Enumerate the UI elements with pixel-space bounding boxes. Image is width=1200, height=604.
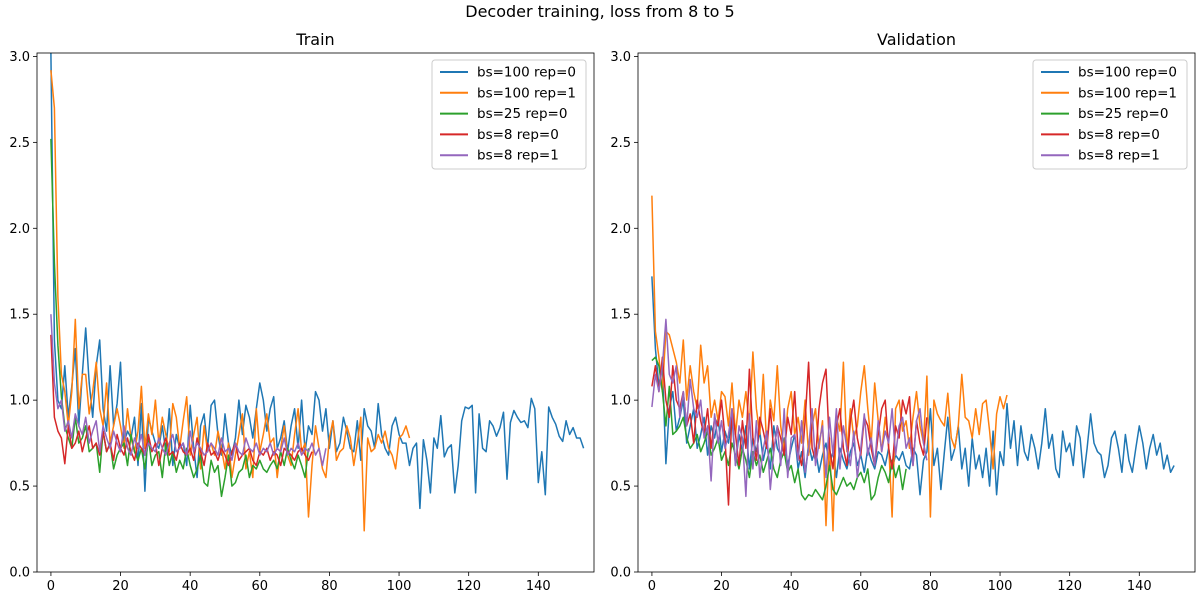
series-line-0 (651, 276, 1175, 496)
x-tick-label: 60 (252, 579, 269, 594)
x-tick-label: 120 (1057, 579, 1082, 594)
x-tick-label: 20 (713, 579, 730, 594)
legend-label-1: bs=100 rep=1 (477, 85, 576, 101)
x-tick-label: 0 (47, 579, 55, 594)
y-tick-label: 0.5 (9, 480, 30, 495)
y-tick-label: 2.0 (9, 222, 30, 237)
legend-label-2: bs=25 rep=0 (1078, 106, 1168, 122)
y-tick-label: 2.0 (610, 222, 631, 237)
series-line-3 (50, 334, 313, 467)
axes-frame (637, 52, 1196, 573)
legend: bs=100 rep=0 bs=100 rep=1 bs=25 rep=0 bs=8 … (431, 59, 587, 170)
x-tick-label: 20 (112, 579, 129, 594)
legend: bs=100 rep=0 bs=100 rep=1 bs=25 rep=0 bs=8 … (1032, 59, 1188, 170)
legend-label-1: bs=100 rep=1 (1078, 85, 1177, 101)
panel-title: Train (295, 30, 334, 49)
y-tick-label: 2.5 (9, 136, 30, 151)
y-tick-label: 2.5 (610, 136, 631, 151)
x-tick-label: 0 (648, 579, 656, 594)
x-tick-label: 40 (783, 579, 800, 594)
series-lines (651, 195, 1175, 532)
y-tick-label: 0.0 (9, 566, 30, 581)
legend-label-2: bs=25 rep=0 (477, 106, 567, 122)
x-tick-label: 80 (321, 579, 338, 594)
y-tick-label: 1.5 (9, 308, 30, 323)
x-tick-label: 140 (1127, 579, 1152, 594)
legend-label-0: bs=100 rep=0 (1078, 65, 1177, 81)
legend-label-0: bs=100 rep=0 (477, 65, 576, 81)
panel-title: Validation (877, 30, 956, 49)
legend-frame (431, 59, 587, 170)
x-tick-label: 140 (526, 579, 551, 594)
x-tick-label: 80 (922, 579, 939, 594)
legend-label-3: bs=8 rep=0 (1078, 127, 1160, 143)
series-line-0 (50, 53, 585, 510)
legend-label-4: bs=8 rep=1 (1078, 148, 1160, 164)
y-tick-label: 1.5 (610, 308, 631, 323)
y-tick-label: 1.0 (9, 394, 30, 409)
x-tick-label: 100 (387, 579, 412, 594)
panel-train: Train 0 20 40 60 80 100 120 140 0.0 0.5 1.0 1.5 2.0 2.… (9, 30, 595, 594)
x-tick-label: 120 (456, 579, 481, 594)
x-tick-label: 100 (988, 579, 1013, 594)
y-tick-label: 3.0 (9, 50, 30, 65)
x-tick-label: 40 (182, 579, 199, 594)
axes-frame (36, 52, 595, 573)
series-line-1 (651, 195, 1008, 532)
y-tick-label: 0.0 (610, 566, 631, 581)
series-line-4 (50, 314, 327, 467)
legend-frame (1032, 59, 1188, 170)
figure-suptitle: Decoder training, loss from 8 to 5 (465, 2, 735, 21)
series-lines (50, 53, 585, 532)
legend-label-3: bs=8 rep=0 (477, 127, 559, 143)
x-tick-label: 60 (853, 579, 870, 594)
y-tick-label: 1.0 (610, 394, 631, 409)
panel-validation: Validation 0 20 40 60 80 100 120 140 0.0 0.5 1.0 1.5… (610, 30, 1196, 594)
series-line-4 (651, 318, 928, 498)
y-tick-label: 3.0 (610, 50, 631, 65)
legend-label-4: bs=8 rep=1 (477, 148, 559, 164)
series-line-3 (651, 356, 928, 506)
y-tick-label: 0.5 (610, 480, 631, 495)
